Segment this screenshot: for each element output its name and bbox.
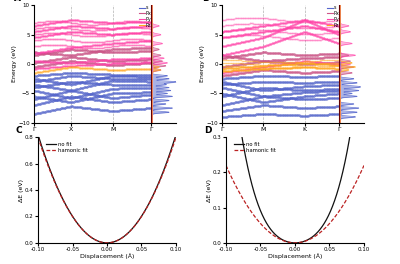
X-axis label: Displacement (Å): Displacement (Å) [268,253,322,259]
Legend: s, Px, Py, Pz: s, Px, Py, Pz [139,5,152,27]
Legend: no fit, hamonic fit: no fit, hamonic fit [231,140,278,155]
Legend: s, Px, Py, Pz: s, Px, Py, Pz [327,5,340,27]
Text: C: C [16,126,22,135]
Y-axis label: Energy (eV): Energy (eV) [12,46,17,82]
Text: D: D [204,126,212,135]
Y-axis label: ΔE (eV): ΔE (eV) [207,178,212,202]
X-axis label: Displacement (Å): Displacement (Å) [80,253,134,259]
Legend: no fit, hamonic fit: no fit, hamonic fit [43,140,90,155]
Y-axis label: ΔE (eV): ΔE (eV) [19,178,24,202]
Text: B: B [202,0,209,3]
Text: A: A [14,0,21,3]
Y-axis label: Energy (eV): Energy (eV) [200,46,205,82]
